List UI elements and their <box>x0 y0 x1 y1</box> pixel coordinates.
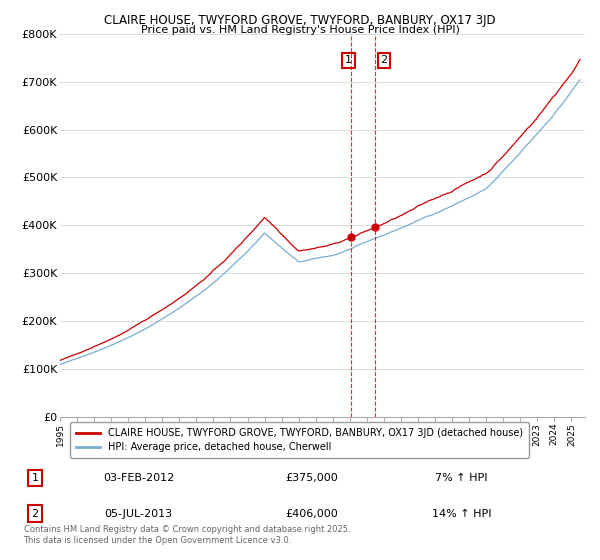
Legend: CLAIRE HOUSE, TWYFORD GROVE, TWYFORD, BANBURY, OX17 3JD (detached house), HPI: A: CLAIRE HOUSE, TWYFORD GROVE, TWYFORD, BA… <box>70 422 529 458</box>
Text: 7% ↑ HPI: 7% ↑ HPI <box>435 473 488 483</box>
Text: 1: 1 <box>345 55 352 66</box>
Text: 2: 2 <box>380 55 388 66</box>
Text: £375,000: £375,000 <box>285 473 338 483</box>
Text: 1: 1 <box>32 473 38 483</box>
Text: 2: 2 <box>31 508 38 519</box>
Text: 14% ↑ HPI: 14% ↑ HPI <box>431 508 491 519</box>
Text: 03-FEB-2012: 03-FEB-2012 <box>103 473 175 483</box>
Text: Contains HM Land Registry data © Crown copyright and database right 2025.
This d: Contains HM Land Registry data © Crown c… <box>23 525 350 545</box>
Text: £406,000: £406,000 <box>285 508 338 519</box>
Text: CLAIRE HOUSE, TWYFORD GROVE, TWYFORD, BANBURY, OX17 3JD: CLAIRE HOUSE, TWYFORD GROVE, TWYFORD, BA… <box>104 14 496 27</box>
Text: Price paid vs. HM Land Registry's House Price Index (HPI): Price paid vs. HM Land Registry's House … <box>140 25 460 35</box>
Text: 05-JUL-2013: 05-JUL-2013 <box>104 508 173 519</box>
